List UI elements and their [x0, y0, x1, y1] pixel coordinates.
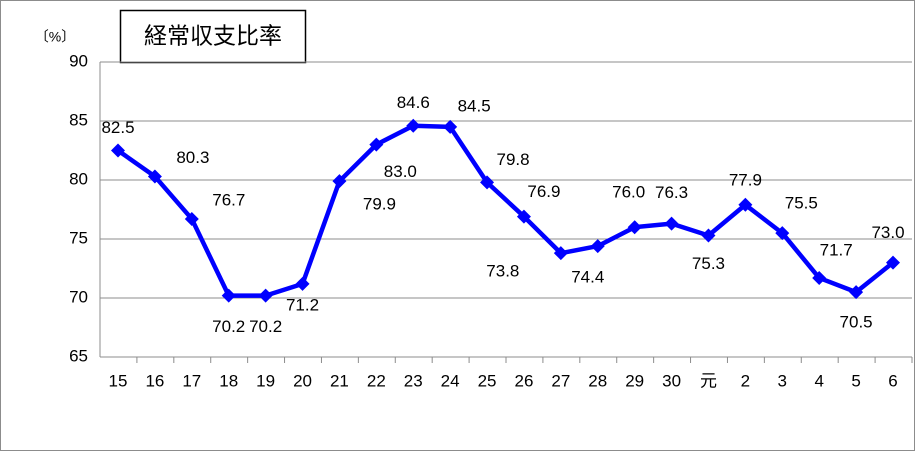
x-tick-label: 6: [888, 371, 897, 390]
x-tick-label: 2: [741, 371, 750, 390]
marker: [332, 174, 347, 189]
data-label: 76.9: [527, 182, 560, 201]
x-tick-label: 26: [514, 371, 533, 390]
x-tick-label: 23: [404, 371, 423, 390]
data-label: 79.9: [363, 195, 396, 214]
unit-label: 〔%〕: [35, 29, 75, 45]
data-label: 73.8: [486, 262, 519, 281]
x-tick-label: 17: [182, 371, 201, 390]
x-tick-label: 29: [625, 371, 644, 390]
x-tick-label: 元: [700, 371, 717, 390]
marker: [443, 119, 458, 134]
marker: [664, 216, 679, 231]
x-tick-label: 27: [551, 371, 570, 390]
marker: [701, 228, 716, 243]
data-label: 83.0: [384, 162, 417, 181]
x-tick-label: 28: [588, 371, 607, 390]
data-label: 75.3: [692, 254, 725, 273]
x-tick-label: 18: [219, 371, 238, 390]
y-tick-label: 90: [69, 51, 88, 70]
title-box: [119, 9, 307, 64]
x-tick-label: 15: [109, 371, 128, 390]
x-tick-label: 19: [256, 371, 275, 390]
x-tick-label: 25: [478, 371, 497, 390]
marker: [886, 255, 900, 270]
data-label: 74.4: [571, 268, 604, 287]
marker: [111, 143, 125, 158]
data-label: 70.2: [249, 317, 282, 336]
marker: [184, 211, 199, 226]
marker: [849, 285, 864, 300]
x-tick-label: 3: [778, 371, 787, 390]
marker: [480, 175, 495, 190]
marker: [738, 197, 753, 212]
x-tick-label: 21: [330, 371, 349, 390]
y-tick-label: 75: [69, 228, 88, 247]
data-label: 80.3: [176, 148, 209, 167]
data-label: 84.5: [458, 96, 491, 115]
x-tick-label: 5: [851, 371, 860, 390]
y-tick-label: 65: [69, 346, 88, 365]
marker: [775, 226, 790, 241]
data-label: 76.3: [655, 183, 688, 202]
x-tick-label: 24: [441, 371, 460, 390]
marker: [147, 169, 162, 184]
data-label: 76.7: [212, 190, 245, 209]
data-label: 71.2: [286, 295, 319, 314]
marker: [553, 246, 568, 261]
marker: [369, 137, 384, 152]
x-tick-label: 30: [662, 371, 681, 390]
marker: [258, 288, 273, 303]
data-label: 71.7: [820, 240, 853, 259]
x-tick-label: 4: [814, 371, 823, 390]
marker: [406, 118, 421, 133]
marker: [812, 270, 827, 285]
marker: [590, 239, 605, 254]
data-label: 77.9: [729, 170, 762, 189]
data-label: 70.2: [212, 317, 245, 336]
marker: [516, 209, 531, 224]
y-tick-label: 85: [69, 110, 88, 129]
marker: [295, 276, 310, 291]
x-tick-label: 20: [293, 371, 312, 390]
chart-title: 経常収支比率: [144, 24, 282, 50]
x-tick-label: 22: [367, 371, 386, 390]
data-label: 82.5: [101, 118, 134, 137]
line: [116, 123, 895, 298]
marker: [221, 288, 236, 303]
y-tick-label: 80: [69, 169, 88, 188]
data-label: 75.5: [785, 194, 818, 213]
x-tick-label: 16: [145, 371, 164, 390]
data-label: 84.6: [397, 93, 430, 112]
data-label: 79.8: [497, 150, 530, 169]
data-label: 76.0: [612, 183, 645, 202]
data-label: 70.5: [840, 313, 873, 332]
y-tick-label: 70: [69, 287, 88, 306]
marker: [627, 220, 642, 235]
data-label: 73.0: [871, 223, 904, 242]
